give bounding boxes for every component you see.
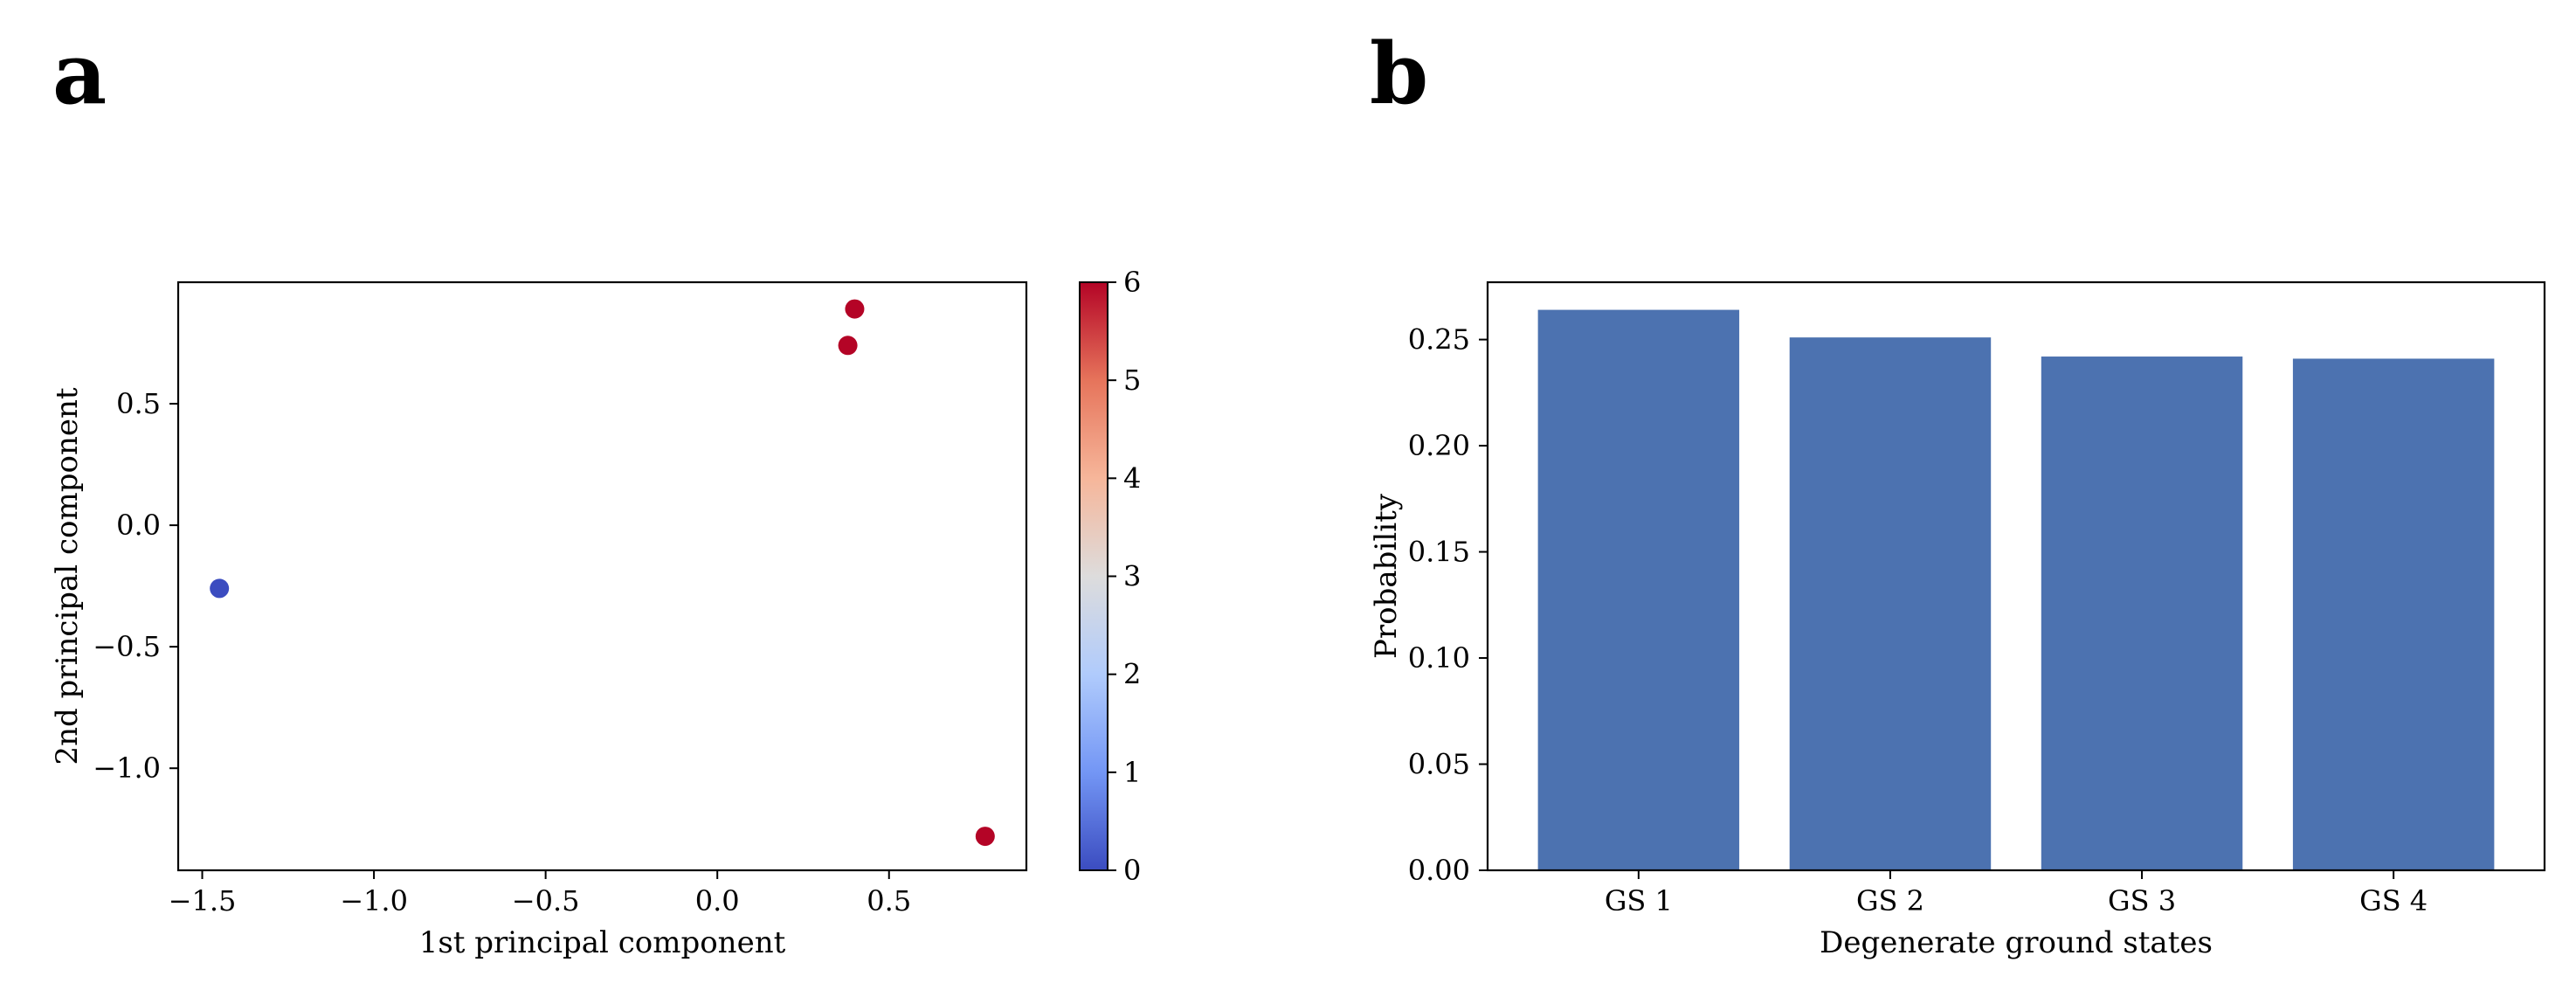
- colorbar: 0 1 2 3 4 5 6: [1079, 266, 1141, 887]
- bar-y-ticks: 0.00 0.05 0.10 0.15 0.20 0.25: [1408, 323, 1488, 887]
- colorbar-tick-label: 3: [1123, 560, 1141, 593]
- bar-axes-frame: [1486, 280, 2546, 872]
- scatter-x-tick-label: −0.5: [512, 884, 580, 917]
- bar-x-axis-label: Degenerate ground states: [1820, 925, 2213, 960]
- colorbar-gradient: [1079, 281, 1108, 871]
- colorbar-tick-label: 1: [1123, 756, 1141, 789]
- scatter-axes-frame: [176, 280, 1028, 872]
- colorbar-tick-label: 2: [1123, 658, 1141, 691]
- scatter-y-tick-label: 0.5: [116, 387, 161, 420]
- scatter-x-tick-label: −1.5: [169, 884, 237, 917]
- scatter-x-axis-label: 1st principal component: [419, 925, 786, 960]
- colorbar-tick-label: 6: [1123, 266, 1141, 299]
- bar-1: [1537, 309, 1740, 870]
- scatter-point-2: [845, 299, 865, 319]
- panel-label-b: b: [1370, 24, 1428, 123]
- bar-4: [2292, 358, 2495, 870]
- scatter-y-tick-label: −0.5: [93, 630, 161, 663]
- scatter-y-ticks: −1.0 −0.5 0.0 0.5: [93, 387, 178, 785]
- panel-label-a: a: [52, 24, 107, 123]
- bar-x-tick-label: GS 2: [1856, 884, 1924, 917]
- bar-y-tick-label: 0.25: [1408, 323, 1470, 357]
- bar-x-ticks: GS 1 GS 2 GS 3 GS 4: [1605, 870, 2428, 917]
- colorbar-tick-label: 4: [1123, 461, 1141, 495]
- scatter-points: [210, 299, 995, 847]
- colorbar-tick-label: 0: [1123, 854, 1141, 887]
- scatter-point-1: [210, 578, 230, 599]
- scatter-x-tick-label: −1.0: [340, 884, 408, 917]
- bar-2: [1789, 337, 1992, 870]
- scatter-point-4: [975, 827, 995, 847]
- scatter-y-tick-label: −1.0: [93, 751, 161, 785]
- scatter-chart: −1.5 −1.0 −0.5 0.0 0.5 −1.0 −0.5 0.0 0.5 1st pr…: [50, 280, 1028, 960]
- scatter-point-3: [838, 336, 858, 356]
- bar-x-tick-label: GS 4: [2359, 884, 2428, 917]
- scatter-x-tick-label: 0.0: [695, 884, 740, 917]
- scatter-x-tick-label: 0.5: [867, 884, 911, 917]
- bar-y-tick-label: 0.05: [1408, 748, 1470, 781]
- bar-series: [1537, 309, 2495, 870]
- colorbar-tick-label: 5: [1123, 363, 1141, 397]
- bar-y-tick-label: 0.20: [1408, 429, 1470, 462]
- colorbar-ticks: 0 1 2 3 4 5 6: [1108, 266, 1141, 887]
- scatter-y-tick-label: 0.0: [116, 509, 161, 542]
- bar-y-tick-label: 0.00: [1408, 854, 1470, 887]
- scatter-x-ticks: −1.5 −1.0 −0.5 0.0 0.5: [169, 870, 911, 917]
- bar-y-tick-label: 0.15: [1408, 536, 1470, 569]
- bar-x-tick-label: GS 3: [2108, 884, 2176, 917]
- scatter-y-axis-label: 2nd principal component: [50, 387, 85, 765]
- bar-chart: GS 1 GS 2 GS 3 GS 4 0.00 0.05 0.10 0.15 0.20 0.2…: [1369, 280, 2546, 960]
- bar-x-tick-label: GS 1: [1605, 884, 1673, 917]
- bar-y-axis-label: Probability: [1369, 493, 1404, 659]
- bar-3: [2041, 357, 2243, 870]
- bar-y-tick-label: 0.10: [1408, 641, 1470, 675]
